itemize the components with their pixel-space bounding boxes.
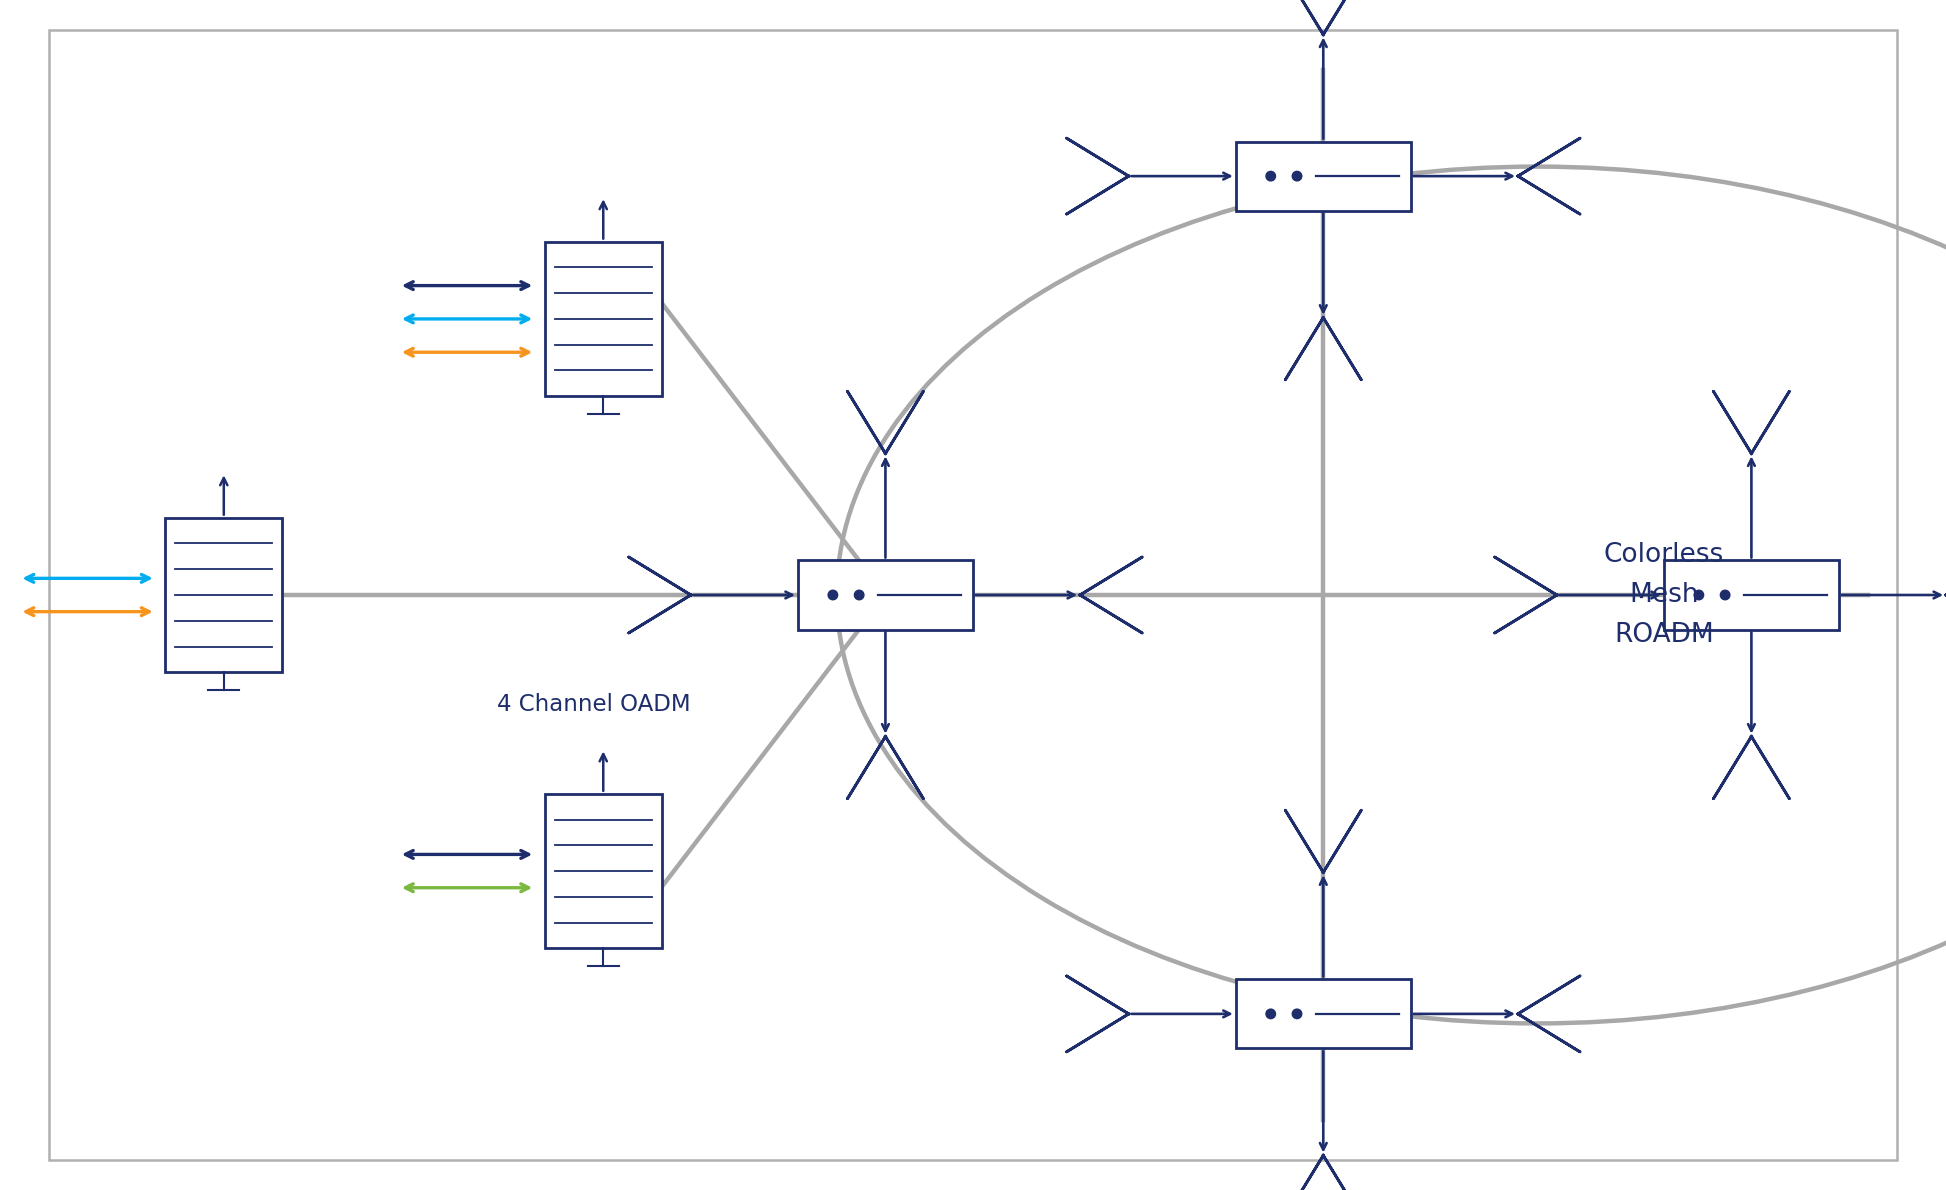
Bar <box>1236 142 1411 211</box>
Bar <box>545 242 662 396</box>
Circle shape <box>1695 590 1703 600</box>
Circle shape <box>1292 171 1302 181</box>
Circle shape <box>1267 1009 1275 1019</box>
Text: 4 Channel OADM: 4 Channel OADM <box>496 694 691 716</box>
Bar <box>798 560 973 630</box>
Circle shape <box>829 590 837 600</box>
Bar <box>545 794 662 948</box>
Bar <box>165 518 282 672</box>
Bar <box>1236 979 1411 1048</box>
Circle shape <box>854 590 864 600</box>
Circle shape <box>1267 171 1275 181</box>
Bar <box>1664 560 1839 630</box>
Circle shape <box>1720 590 1730 600</box>
Circle shape <box>1292 1009 1302 1019</box>
Text: Colorless
Mesh
ROADM: Colorless Mesh ROADM <box>1604 541 1724 649</box>
